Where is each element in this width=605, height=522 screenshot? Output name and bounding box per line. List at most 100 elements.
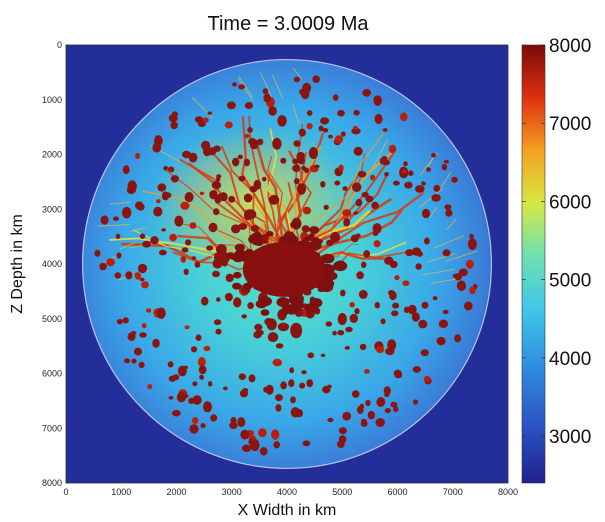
dense-blob <box>228 195 236 203</box>
dense-blob <box>210 414 218 422</box>
dense-blob <box>466 259 474 269</box>
dense-blob <box>389 291 397 301</box>
dense-blob <box>267 332 279 343</box>
dense-blob <box>312 75 321 83</box>
x-tick-label: 0 <box>63 487 68 497</box>
dense-blob <box>362 88 372 97</box>
x-tick-label: 6000 <box>387 487 407 497</box>
dense-blob <box>328 134 333 139</box>
dense-blob <box>225 273 234 283</box>
dense-blob <box>332 94 339 101</box>
dense-blob <box>234 249 247 259</box>
dense-blob <box>238 84 246 90</box>
x-axis-ticks: 0 1000 2000 3000 4000 5000 6000 7000 8000 <box>63 479 518 497</box>
dense-blob <box>142 240 151 248</box>
dense-blob <box>406 181 412 187</box>
dense-blob <box>320 181 326 188</box>
dense-blob <box>342 186 348 191</box>
dense-blob <box>124 358 130 364</box>
dense-blob <box>420 349 429 357</box>
dense-blob-layer <box>94 75 478 456</box>
dense-blob <box>393 180 400 186</box>
dense-blob <box>249 141 259 150</box>
dense-blob <box>289 367 295 374</box>
dense-blob <box>382 128 388 132</box>
colorbar-tick-label: 8000 <box>549 36 591 57</box>
dense-blob <box>327 417 334 423</box>
dense-blob <box>189 222 197 229</box>
dense-blob <box>260 309 270 316</box>
x-tick-label: 2000 <box>166 487 186 497</box>
dense-blob <box>384 256 394 265</box>
dense-blob <box>337 440 345 449</box>
colorbar-tick-label: 4000 <box>549 349 591 370</box>
dense-blob <box>349 313 358 323</box>
dense-blob <box>145 308 152 313</box>
dense-blob <box>141 323 147 329</box>
dense-blob <box>131 358 137 364</box>
dense-blob <box>308 147 319 159</box>
dense-blob <box>232 157 240 167</box>
dense-blob <box>272 358 283 367</box>
rim-filament <box>237 78 254 102</box>
dense-blob <box>293 178 300 185</box>
dense-blob <box>183 394 189 398</box>
y-tick-label: 0 <box>57 40 62 50</box>
dense-blob <box>394 371 403 379</box>
colorbar-tick-label: 6000 <box>549 192 591 213</box>
dense-blob <box>301 165 306 171</box>
dense-blob <box>213 319 222 326</box>
dense-blob <box>242 444 252 452</box>
rim-filament <box>419 187 444 208</box>
dense-blob <box>271 429 280 440</box>
dense-blob <box>421 301 429 309</box>
dense-blob <box>216 244 227 255</box>
dense-blob <box>136 203 145 211</box>
dense-blob <box>320 117 330 125</box>
dense-blob <box>280 157 287 164</box>
dense-blob <box>272 137 282 150</box>
dense-blob <box>284 231 295 240</box>
dense-blob <box>230 417 237 424</box>
dense-blob <box>232 282 242 290</box>
dense-blob <box>114 272 122 279</box>
dense-blob <box>308 233 315 239</box>
dense-blob <box>325 321 333 327</box>
dense-blob <box>385 347 395 356</box>
dense-blob <box>309 298 323 308</box>
dense-blob <box>361 191 369 198</box>
colorbar-ticks: 3000 4000 5000 6000 7000 8000 <box>522 36 591 448</box>
dense-blob <box>408 304 417 315</box>
dense-blob <box>125 271 133 280</box>
dense-blob <box>244 102 253 109</box>
dense-blob <box>185 239 192 246</box>
dense-blob <box>168 114 178 123</box>
dense-blob <box>373 95 382 106</box>
dense-blob <box>314 164 320 169</box>
dense-blob <box>411 312 420 322</box>
y-tick-label: 3000 <box>42 204 62 214</box>
planet-rim <box>81 58 493 470</box>
dense-blob <box>134 272 140 278</box>
dense-blob <box>277 115 287 127</box>
y-tick-label: 7000 <box>42 423 62 433</box>
dense-blob <box>318 125 324 132</box>
dense-blob <box>214 196 222 204</box>
dense-blob <box>306 110 313 116</box>
dense-blob <box>332 330 337 336</box>
chart-title: Time = 3.0009 Ma <box>207 13 369 35</box>
x-tick-label: 3000 <box>222 487 242 497</box>
dense-blob <box>99 262 107 271</box>
dense-blob <box>293 76 301 83</box>
dense-blob <box>231 224 241 234</box>
dense-blob <box>454 334 461 343</box>
dense-blob <box>234 243 245 252</box>
dense-blob <box>343 217 351 227</box>
dense-blob <box>233 297 242 308</box>
dense-blob <box>106 258 115 267</box>
dense-blob <box>415 185 425 193</box>
dense-blob <box>258 296 272 307</box>
dense-blob <box>207 111 213 115</box>
dense-blob <box>127 180 137 192</box>
dense-blob <box>275 394 283 402</box>
